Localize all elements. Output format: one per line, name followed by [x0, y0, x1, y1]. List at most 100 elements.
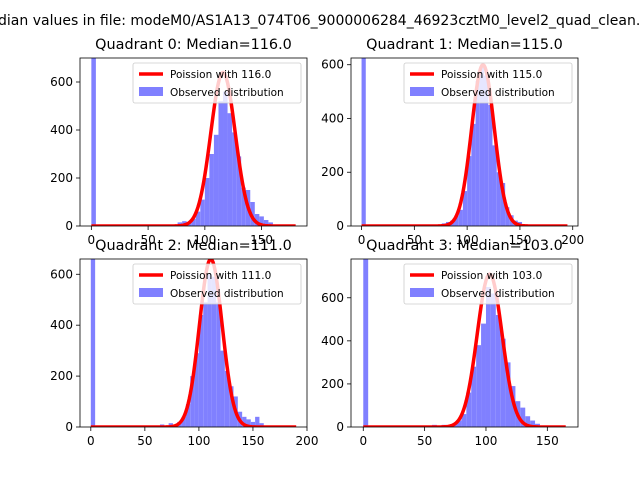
- x-tick-label: 0: [88, 233, 96, 247]
- subplot-title: Quadrant 0: Median=116.0: [95, 37, 292, 53]
- y-tick-label: 600: [50, 267, 73, 281]
- axes-frame: [350, 57, 579, 227]
- histogram-bar: [254, 214, 260, 226]
- x-tick-label: 100: [475, 434, 498, 448]
- legend: Poission with 115.0 Observed distribution: [403, 62, 573, 104]
- legend-entry-poisson: Poission with 111.0: [170, 270, 271, 282]
- histogram-bar: [207, 274, 212, 427]
- legend-box: [403, 263, 573, 305]
- legend: Poission with 116.0 Observed distribution: [132, 62, 302, 104]
- y-tick-label: 200: [321, 377, 344, 391]
- histogram-bar: [259, 423, 264, 427]
- y-tick-label: 0: [336, 219, 344, 233]
- y-tick-label: 400: [321, 111, 344, 125]
- poisson-curve: [90, 70, 297, 226]
- legend-entry-observed: Observed distribution: [441, 288, 555, 300]
- y-tick-label: 600: [321, 291, 344, 305]
- x-tick-label: 0: [87, 434, 95, 448]
- y-tick-label: 0: [65, 219, 73, 233]
- legend-bar-swatch: [139, 288, 163, 297]
- legend-entry-observed: Observed distribution: [170, 87, 284, 99]
- legend-entry-poisson: Poission with 115.0: [441, 69, 542, 81]
- y-tick-label: 200: [50, 369, 73, 383]
- histogram-bar: [505, 207, 510, 226]
- histogram-bar: [479, 67, 485, 226]
- legend-entry-observed: Observed distribution: [441, 87, 555, 99]
- histogram-bar: [461, 414, 467, 427]
- x-tick-label: 0: [359, 434, 367, 448]
- subplot-2: Quadrant 2: Median=111.0 0 50 100 150 200 0 200…: [50, 238, 318, 448]
- histogram-bar: [203, 302, 208, 427]
- histogram-bar: [242, 416, 247, 427]
- x-tick-label: 100: [456, 233, 479, 247]
- y-tick-label: 400: [321, 334, 344, 348]
- histogram-bar: [500, 338, 506, 427]
- histogram-bar: [456, 420, 462, 427]
- histogram-bar: [520, 407, 526, 427]
- histogram-bar: [224, 371, 230, 427]
- subplot-3: Quadrant 3: Median=103.0 0 50 100 150 0 200 400…: [321, 238, 579, 448]
- x-tick-label: 100: [187, 434, 210, 448]
- histogram-bar: [236, 156, 242, 226]
- histogram-bar: [216, 302, 221, 427]
- histogram-bar: [525, 416, 531, 427]
- axes-frame: [79, 258, 308, 428]
- histogram-bar: [259, 216, 264, 226]
- histogram-bar: [223, 91, 228, 226]
- legend: Poission with 111.0 Observed distribution: [132, 263, 302, 305]
- x-tick-label: 200: [561, 233, 584, 247]
- histogram-bar: [198, 315, 204, 427]
- histogram-bar: [220, 350, 225, 427]
- histogram-bar: [485, 287, 491, 427]
- legend-entry-poisson: Poission with 103.0: [441, 270, 542, 282]
- x-tick-label: 200: [296, 434, 319, 448]
- subplot-0: Quadrant 0: Median=116.0 0 50 100 150 0 200 400…: [50, 37, 308, 247]
- histogram-bar: [488, 105, 493, 226]
- y-tick-label: 200: [50, 171, 73, 185]
- legend-bar-swatch: [410, 87, 434, 96]
- y-tick-label: 600: [50, 75, 73, 89]
- histogram-bar: [530, 420, 536, 427]
- x-tick-label: 150: [241, 434, 264, 448]
- subplot-title: Quadrant 2: Median=111.0: [95, 238, 292, 254]
- histogram-bar: [263, 220, 269, 226]
- histogram-bar: [241, 187, 246, 226]
- histogram-bar: [484, 75, 489, 226]
- x-tick-label: 150: [536, 434, 559, 448]
- histogram-bar: [481, 323, 486, 427]
- histogram-bar: [458, 209, 463, 226]
- legend-box: [132, 263, 302, 305]
- histogram-bar: [246, 419, 251, 427]
- subplot-title: Quadrant 3: Median=103.0: [366, 238, 563, 254]
- histogram-bar: [227, 113, 233, 226]
- histogram-bar: [496, 172, 501, 226]
- y-tick-label: 400: [50, 318, 73, 332]
- histogram-bar: [195, 211, 201, 226]
- histogram-bar: [466, 392, 472, 427]
- histogram-bar: [229, 386, 234, 427]
- histogram-bar: [218, 101, 224, 226]
- histogram-bars: [90, 259, 264, 427]
- histogram-bar: [185, 404, 191, 427]
- histogram-bar: [90, 259, 96, 427]
- histogram-bar: [194, 353, 199, 427]
- histogram-bar: [505, 362, 511, 427]
- histogram-bar: [492, 145, 497, 226]
- histogram-bar: [471, 123, 476, 226]
- histogram-bar: [181, 416, 186, 427]
- poisson-curve: [362, 272, 567, 427]
- y-tick-label: 400: [50, 123, 73, 137]
- histogram-bar: [475, 80, 480, 226]
- histogram-bar: [204, 178, 210, 226]
- legend-entry-observed: Observed distribution: [170, 288, 284, 300]
- histogram-bar: [476, 345, 482, 427]
- x-tick-label: 150: [508, 233, 531, 247]
- x-tick-label: 50: [407, 233, 422, 247]
- x-tick-label: 0: [358, 233, 366, 247]
- histogram-bar: [361, 58, 366, 226]
- subplot-title: Quadrant 1: Median=115.0: [366, 37, 563, 53]
- histogram-bar: [191, 218, 196, 226]
- histogram-bar: [213, 134, 219, 226]
- histogram-bar: [500, 182, 506, 226]
